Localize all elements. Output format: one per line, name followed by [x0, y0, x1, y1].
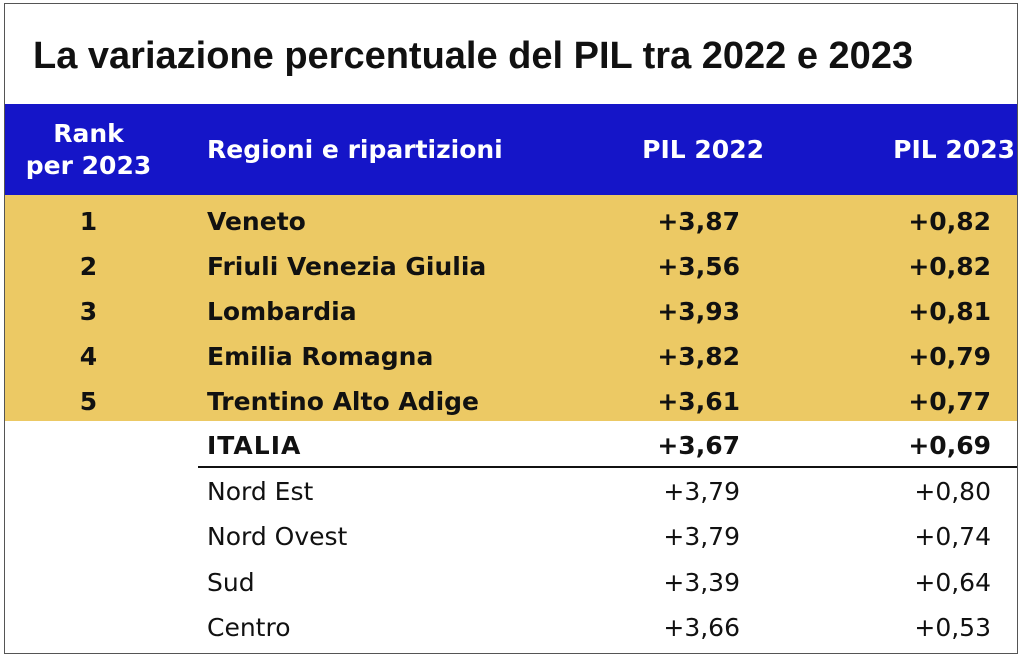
region-cell: Nord Ovest	[207, 522, 348, 551]
table-row: Centro +3,66 +0,53	[5, 605, 1017, 650]
region-cell: Nord Est	[207, 477, 314, 506]
table-row: Sud +3,39 +0,64	[5, 560, 1017, 605]
table-header: Rank per 2023 Regioni e ripartizioni PIL…	[5, 104, 1017, 195]
header-region: Regioni e ripartizioni	[207, 135, 503, 164]
table-row: 3 Lombardia +3,93 +0,81	[5, 289, 1017, 334]
pil-2023-cell: +0,79	[908, 342, 991, 371]
rank-cell: 3	[79, 297, 98, 326]
rank-cell: 5	[79, 387, 98, 416]
header-rank-line1: Rank	[53, 119, 124, 148]
region-cell: Centro	[207, 613, 291, 642]
table-card: La variazione percentuale del PIL tra 20…	[4, 3, 1018, 654]
pil-2022-cell: +3,39	[663, 568, 740, 597]
table-row: 1 Veneto +3,87 +0,82	[5, 199, 1017, 244]
pil-2022-cell: +3,67	[657, 431, 740, 460]
table-row: 4 Emilia Romagna +3,82 +0,79	[5, 334, 1017, 379]
pil-2023-cell: +0,81	[908, 297, 991, 326]
rank-cell: 4	[79, 342, 98, 371]
pil-2022-cell: +3,82	[657, 342, 740, 371]
table-row: Nord Ovest +3,79 +0,74	[5, 514, 1017, 559]
pil-2022-cell: +3,93	[657, 297, 740, 326]
pil-2023-cell: +0,64	[914, 568, 991, 597]
region-cell: Veneto	[207, 207, 306, 236]
region-cell: ITALIA	[207, 431, 302, 460]
pil-2022-cell: +3,61	[657, 387, 740, 416]
region-cell: Lombardia	[207, 297, 357, 326]
pil-2023-cell: +0,69	[908, 431, 991, 460]
table-row: 2 Friuli Venezia Giulia +3,56 +0,82	[5, 244, 1017, 289]
italia-row: ITALIA +3,67 +0,69	[5, 423, 1017, 468]
table-row: 5 Trentino Alto Adige +3,61 +0,77	[5, 379, 1017, 424]
pil-2023-cell: +0,74	[914, 522, 991, 551]
page-title: La variazione percentuale del PIL tra 20…	[33, 35, 914, 77]
pil-2023-cell: +0,77	[908, 387, 991, 416]
region-cell: Trentino Alto Adige	[207, 387, 479, 416]
region-cell: Emilia Romagna	[207, 342, 434, 371]
pil-2023-cell: +0,82	[908, 207, 991, 236]
header-pil-2023: PIL 2023	[893, 135, 1015, 164]
region-cell: Friuli Venezia Giulia	[207, 252, 487, 281]
region-cell: Sud	[207, 568, 255, 597]
header-pil-2022: PIL 2022	[642, 135, 764, 164]
pil-2022-cell: +3,79	[663, 477, 740, 506]
ranked-rows-block: 1 Veneto +3,87 +0,82 2 Friuli Venezia Gi…	[5, 195, 1017, 424]
rank-cell: 1	[79, 207, 98, 236]
pil-2023-cell: +0,53	[914, 613, 991, 642]
pil-2022-cell: +3,66	[663, 613, 740, 642]
rank-cell: 2	[79, 252, 98, 281]
header-rank-line2: per 2023	[25, 151, 152, 180]
pil-2023-cell: +0,82	[908, 252, 991, 281]
table-row: Nord Est +3,79 +0,80	[5, 469, 1017, 514]
header-rank: Rank per 2023	[5, 118, 172, 182]
pil-2023-cell: +0,80	[914, 477, 991, 506]
pil-2022-cell: +3,87	[657, 207, 740, 236]
table-divider	[198, 466, 1017, 468]
pil-2022-cell: +3,79	[663, 522, 740, 551]
pil-2022-cell: +3,56	[657, 252, 740, 281]
